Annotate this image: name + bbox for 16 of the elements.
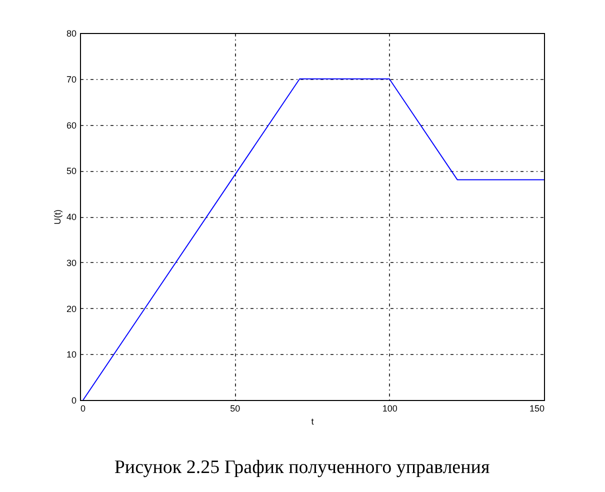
y-tick-label: 70 [66,74,76,84]
x-axis-title: t [311,416,314,426]
y-tick-label: 60 [66,120,76,130]
x-tick-label: 50 [230,404,240,414]
y-tick-label: 40 [66,212,76,222]
y-tick-label: 20 [66,304,76,314]
y-tick-label: 30 [66,258,76,268]
y-tick-label: 80 [66,28,76,38]
y-tick-label: 0 [71,396,76,406]
y-tick-label: 10 [66,350,76,360]
y-tick-label: 50 [66,166,76,176]
text: Рисунок 2.25 График полученного управления [114,457,490,478]
x-tick-label: 100 [382,404,398,414]
y-axis-title: U(t) [52,210,62,224]
x-tick-label: 150 [529,404,544,414]
x-tick-label: 0 [80,404,86,414]
